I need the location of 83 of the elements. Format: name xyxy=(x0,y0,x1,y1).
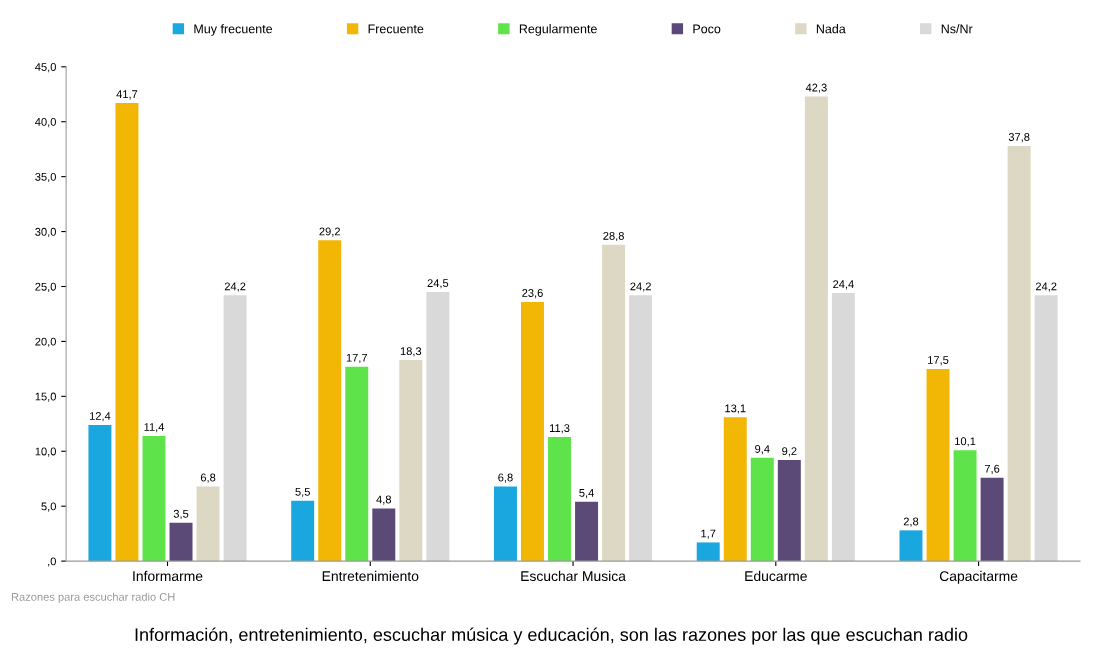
data-label: 9,2 xyxy=(782,447,797,457)
bar xyxy=(372,508,396,562)
y-tick-label: 5,0 xyxy=(41,502,56,512)
bar xyxy=(318,240,342,562)
x-tick-label: Informarme xyxy=(133,570,203,582)
bar xyxy=(291,500,315,562)
legend-label: Muy frecuente xyxy=(194,24,273,36)
bar xyxy=(926,368,950,562)
bar xyxy=(426,291,450,562)
data-label: 5,5 xyxy=(295,487,310,498)
bar xyxy=(629,295,653,562)
data-label: 5,4 xyxy=(579,489,594,499)
data-label: 10,1 xyxy=(955,437,976,447)
legend-label: Nada xyxy=(816,24,846,34)
data-label: 23,6 xyxy=(522,289,543,299)
y-tick-label: 25,0 xyxy=(35,282,56,292)
data-label: 17,7 xyxy=(346,353,368,364)
data-label: 6,8 xyxy=(498,473,513,483)
y-tick-label: ,0 xyxy=(48,557,56,567)
bar xyxy=(548,436,572,562)
y-tick-label: 40,0 xyxy=(35,117,56,128)
data-label: 11,4 xyxy=(144,423,165,433)
data-label: 2,8 xyxy=(903,517,919,527)
bar xyxy=(345,366,369,562)
data-label: 7,6 xyxy=(984,464,1000,474)
data-label: 3,5 xyxy=(173,509,189,520)
bar xyxy=(169,522,193,562)
y-tick-label: 20,0 xyxy=(35,337,56,347)
text: Razones para escuchar radio CH xyxy=(11,592,175,604)
data-label: 17,5 xyxy=(928,356,949,366)
bar xyxy=(777,460,801,562)
y-tick-label: 30,0 xyxy=(35,227,56,238)
bar xyxy=(723,417,747,562)
bar xyxy=(980,477,1004,562)
data-label: 6,8 xyxy=(200,473,216,483)
data-label: 24,2 xyxy=(224,282,246,292)
x-tick-label: Escuchar Musica xyxy=(521,570,626,582)
data-label: 37,8 xyxy=(1008,133,1030,143)
y-tick-label: 15,0 xyxy=(35,392,56,402)
bar xyxy=(399,360,423,562)
bar xyxy=(493,486,517,562)
data-label: 41,7 xyxy=(116,90,138,100)
legend-label: Regularmente xyxy=(519,24,597,36)
data-label: 9,4 xyxy=(755,445,770,455)
y-tick-label: 35,0 xyxy=(35,172,56,183)
legend-label: Ns/Nr xyxy=(941,24,973,34)
bar xyxy=(88,424,112,562)
data-label: 24,2 xyxy=(1035,282,1057,292)
y-tick-label: 10,0 xyxy=(35,447,56,457)
data-label: 29,2 xyxy=(319,227,340,237)
data-label: 24,4 xyxy=(833,280,854,290)
data-label: 12,4 xyxy=(89,412,111,422)
bar xyxy=(953,450,977,562)
legend-label: Poco xyxy=(693,24,721,34)
bar xyxy=(1034,295,1058,562)
data-label: 24,5 xyxy=(427,279,449,289)
x-tick-label: Entretenimiento xyxy=(322,570,419,582)
bar xyxy=(142,435,166,562)
data-label: 1,7 xyxy=(701,529,716,539)
data-label: 24,2 xyxy=(630,282,651,292)
text: Información, entretenimiento, escuchar música y educación, son las razones por las que escuchan radio xyxy=(135,627,968,645)
data-label: 4,8 xyxy=(376,495,392,505)
x-tick-label: Capacitarme xyxy=(939,570,1018,584)
bar xyxy=(831,293,855,562)
bar xyxy=(899,530,923,562)
bar xyxy=(223,295,247,562)
data-label: 28,8 xyxy=(603,231,624,242)
data-label: 13,1 xyxy=(725,404,746,414)
bar xyxy=(696,542,720,562)
bar xyxy=(196,486,220,562)
bar xyxy=(804,96,828,562)
y-tick-label: 45,0 xyxy=(35,63,56,73)
x-tick-label: Educarme xyxy=(745,570,807,582)
data-label: 18,3 xyxy=(400,347,422,357)
legend-label: Frecuente xyxy=(368,24,424,34)
bar xyxy=(575,501,599,562)
data-label: 42,3 xyxy=(805,83,827,93)
bar xyxy=(1007,145,1031,562)
bar xyxy=(115,103,139,562)
bar xyxy=(750,457,774,562)
bar xyxy=(602,244,626,562)
data-label: 11,3 xyxy=(549,424,570,434)
bar xyxy=(521,301,544,562)
